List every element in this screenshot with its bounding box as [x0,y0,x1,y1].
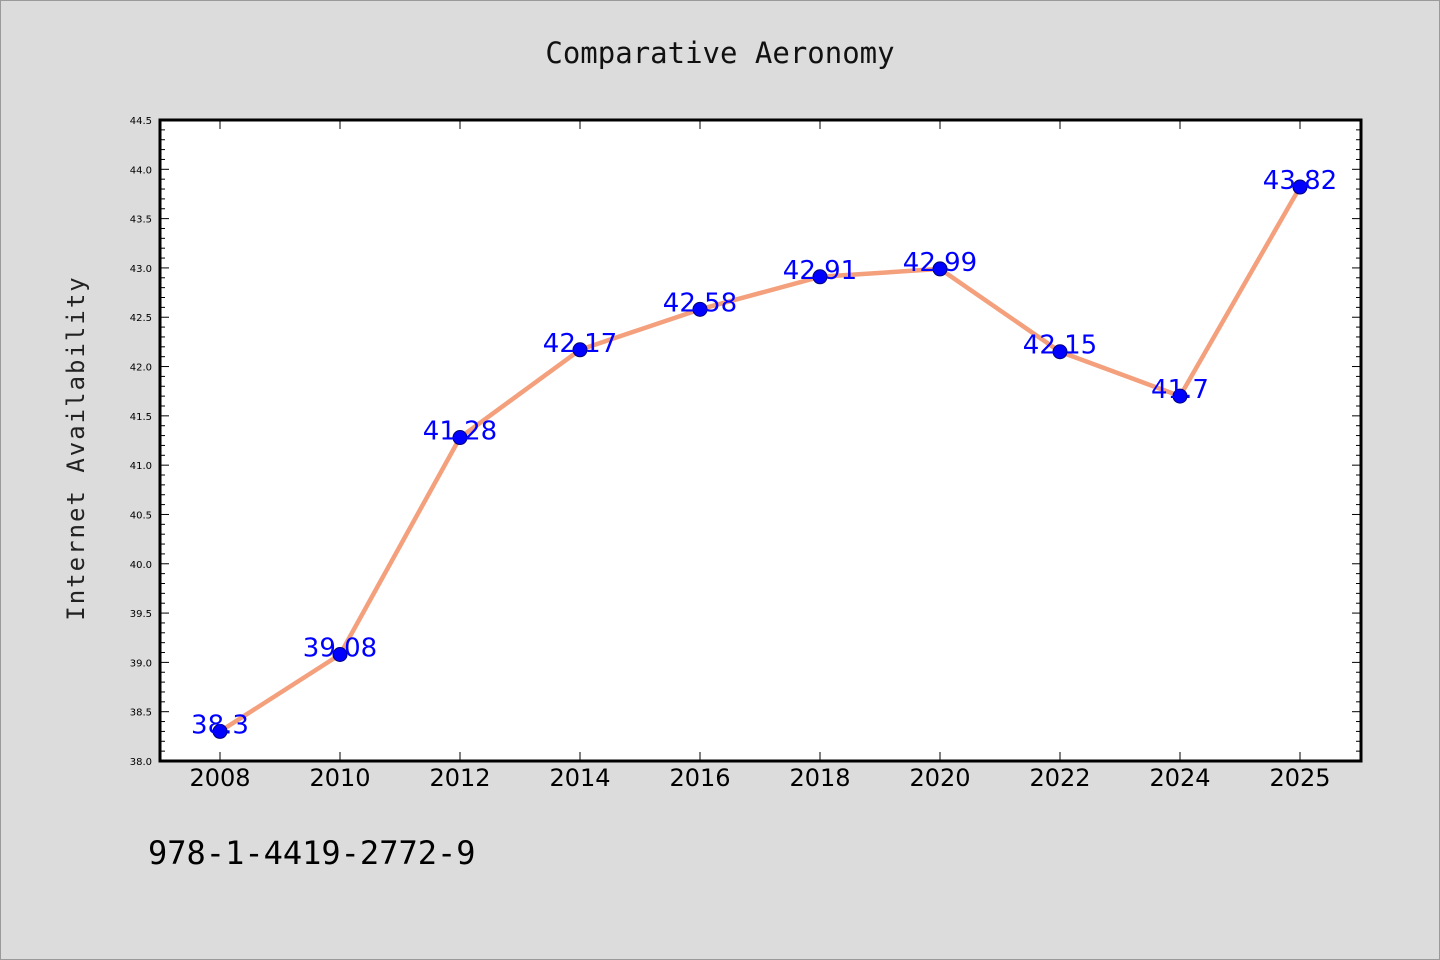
data-label: 41.7 [1151,375,1209,405]
data-label: 42.99 [903,248,977,278]
plot-area [158,118,1363,763]
y-axis-label: Internet Availability [62,275,90,620]
y-tick-label: 44.0 [130,165,152,176]
x-tick-label: 2012 [429,764,490,792]
y-tick-label: 43.0 [130,264,152,275]
data-point [1292,179,1308,195]
data-label: 42.15 [1023,331,1097,361]
x-tick-label: 2022 [1029,764,1090,792]
chart-title: Comparative Aeronomy [545,36,894,70]
data-markers [212,179,1308,739]
x-tick-label: 2025 [1269,764,1330,792]
data-label: 39.08 [303,633,377,663]
y-tick-label: 38.5 [130,708,152,719]
y-tick-label: 38.0 [130,757,152,768]
x-tick-label: 2008 [189,764,250,792]
data-label: 43.82 [1263,166,1337,196]
data-point [812,269,828,285]
data-point [692,301,708,317]
data-point [1172,388,1188,404]
y-tick-label: 43.5 [130,215,152,226]
x-tick-label: 2014 [549,764,610,792]
y-tick-label: 44.5 [130,116,152,127]
data-point [572,342,588,358]
x-tick-label: 2024 [1149,764,1210,792]
y-tick-label: 42.0 [130,363,152,374]
x-tick-label: 2010 [309,764,370,792]
y-tick-label: 41.5 [130,412,152,423]
x-tick-label: 2020 [909,764,970,792]
x-axis: 2008 2010 2012 2014 2016 2018 2020 2022 2024 2025 [189,120,1331,792]
data-labels: 38.3 39.08 41.28 42.17 42.58 42.91 42.99 42.15 4… [191,166,1337,740]
y-tick-label: 40.5 [130,510,152,521]
series-line [217,184,1303,734]
x-tick-label: 2018 [789,764,850,792]
data-point [212,723,228,739]
data-label: 42.91 [783,256,857,286]
data-label: 42.58 [663,288,737,318]
y-tick-label: 41.0 [130,461,152,472]
y-axis: 38.0 38.5 39.0 39.5 40.0 40.5 41.0 41.5 42.0 42.5… [130,116,1361,768]
data-point [332,646,348,662]
data-label: 41.28 [423,417,497,447]
footer-code: 978-1-4419-2772-9 [148,834,476,872]
data-point [932,261,948,277]
y-tick-label: 39.0 [130,658,152,669]
data-label: 42.17 [543,329,617,359]
data-label: 38.3 [191,710,249,740]
y-tick-label: 40.0 [130,560,152,571]
data-point [452,430,468,446]
x-tick-label: 2016 [669,764,730,792]
data-point [1052,344,1068,360]
y-tick-label: 39.5 [130,609,152,620]
y-tick-label: 42.5 [130,313,152,324]
